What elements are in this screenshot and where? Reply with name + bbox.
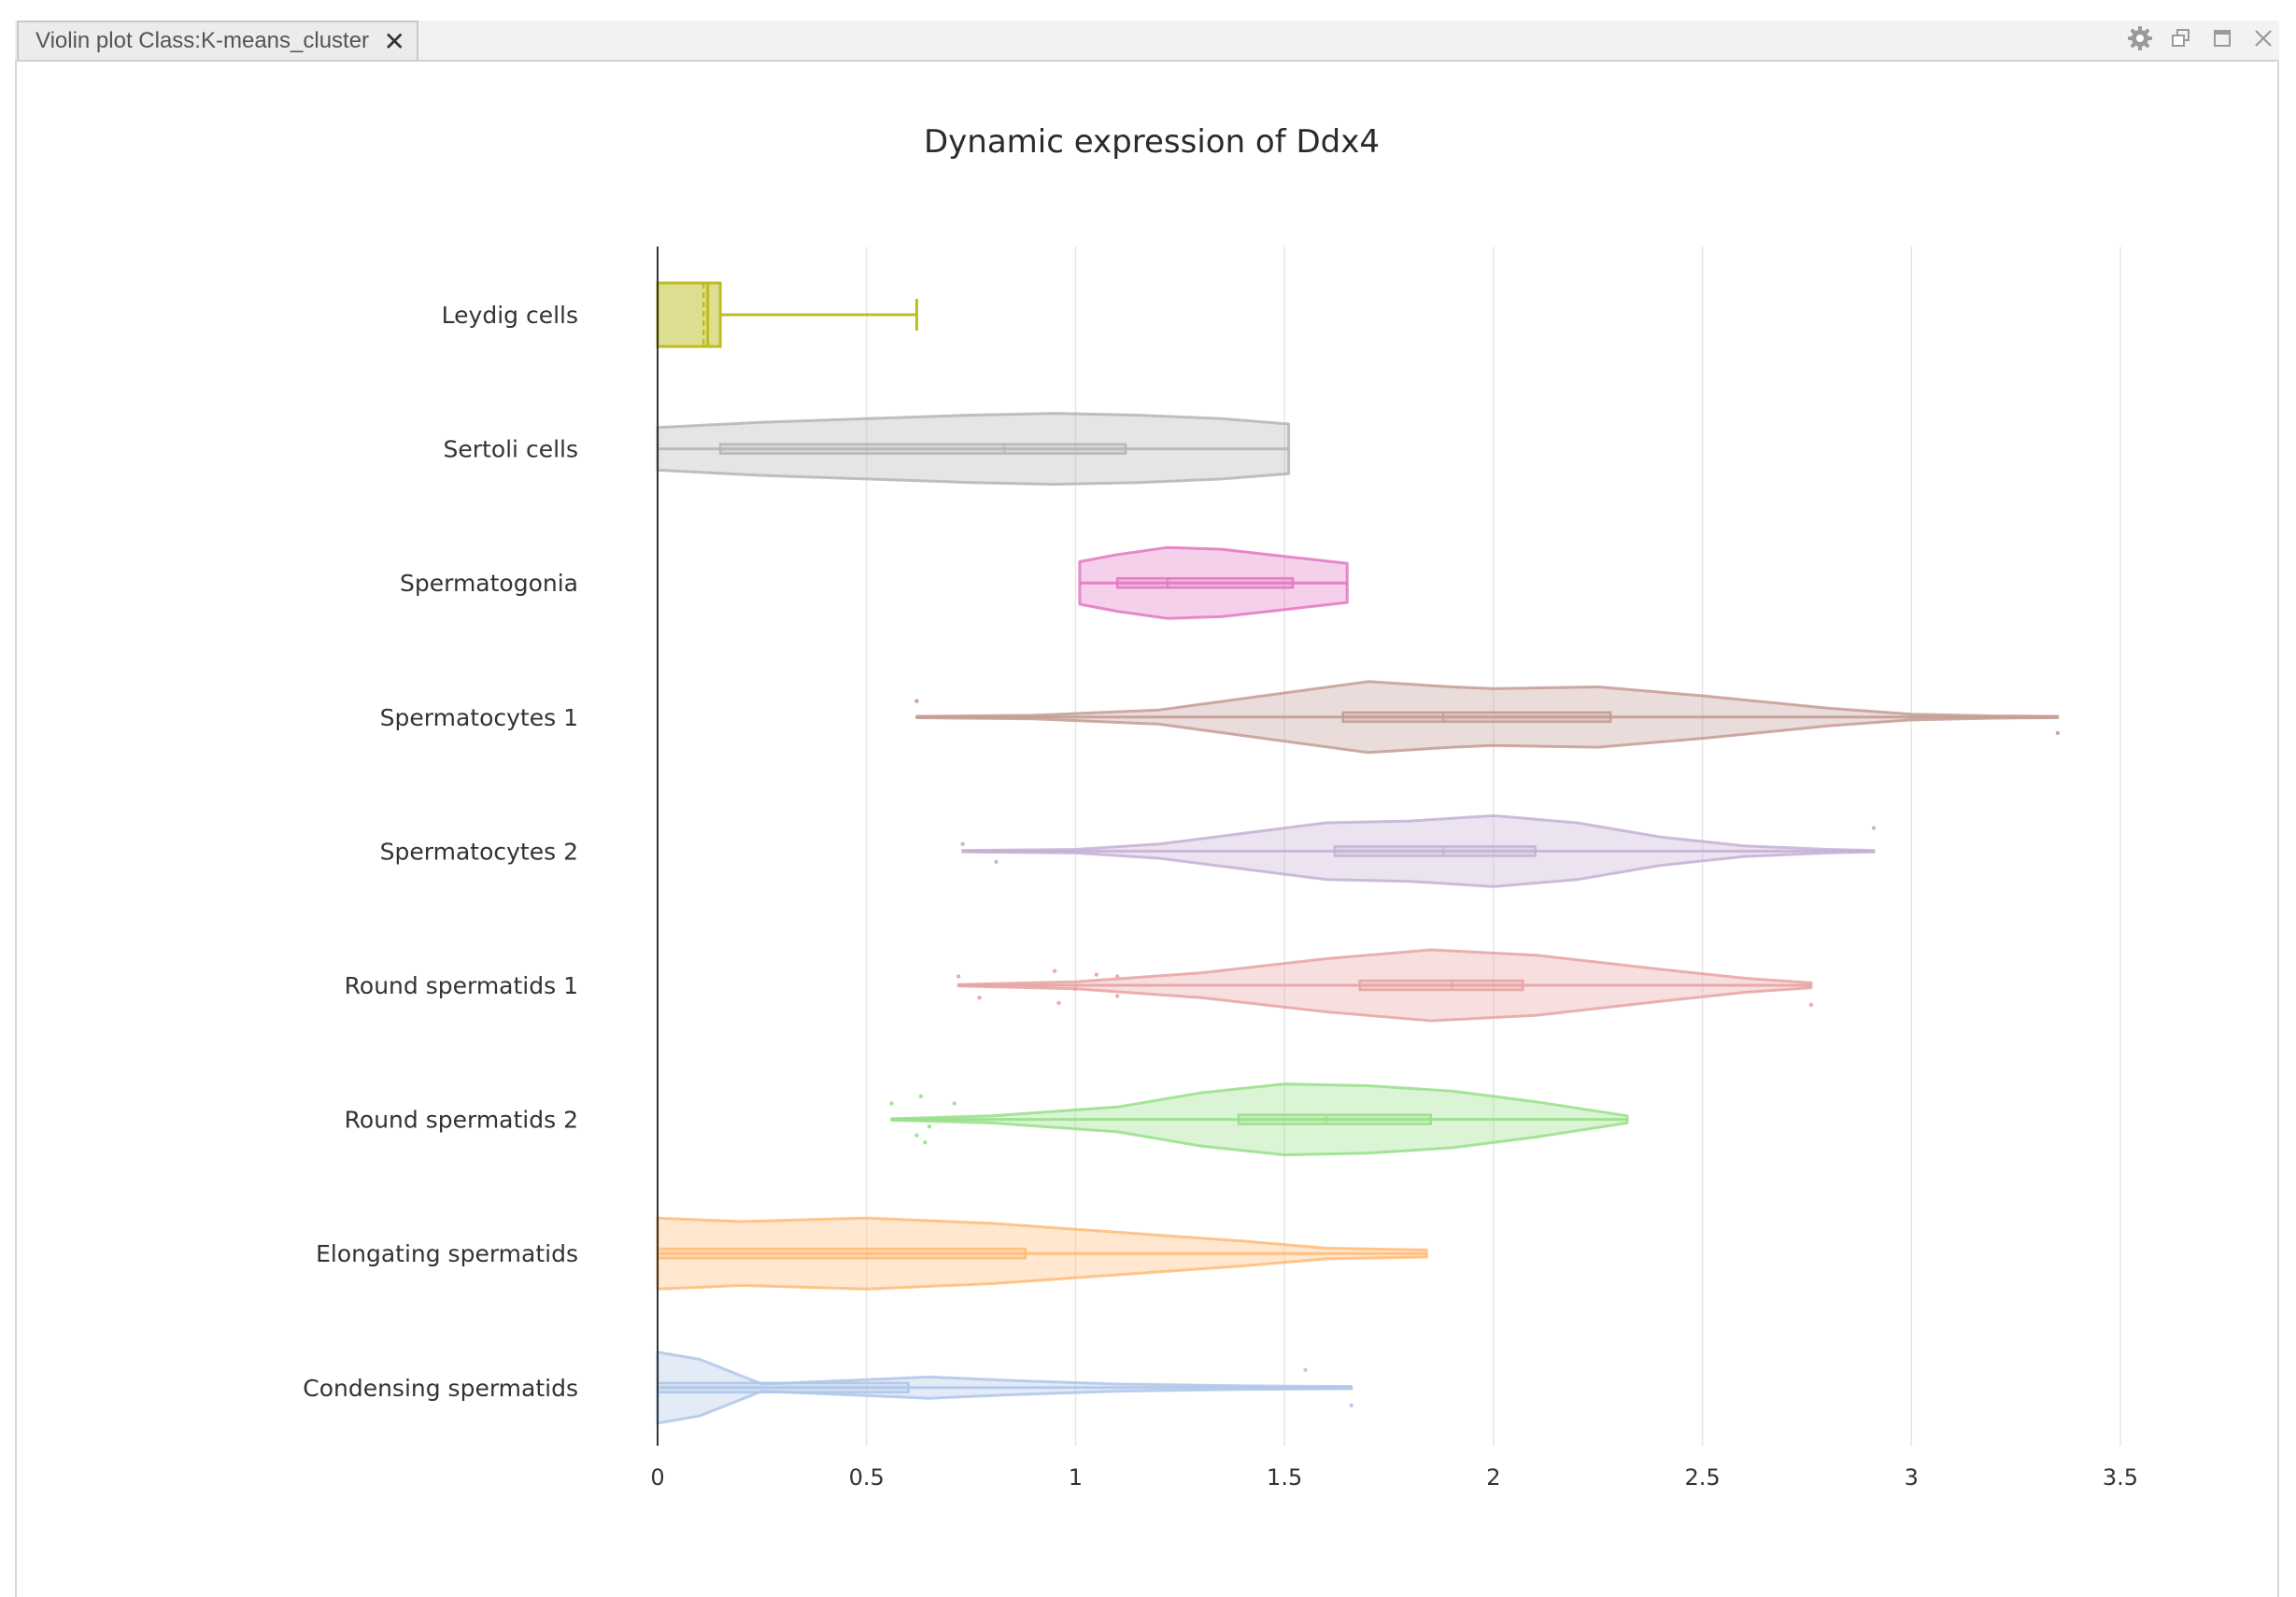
restore-icon[interactable]	[2167, 24, 2195, 52]
box	[656, 281, 722, 348]
violins	[656, 281, 2061, 1425]
outlier-point	[923, 1140, 928, 1145]
box	[1341, 711, 1612, 724]
box	[1115, 576, 1295, 589]
outlier-point	[918, 1094, 924, 1099]
outlier-point	[1303, 1367, 1308, 1373]
gear-icon[interactable]	[2126, 24, 2154, 52]
x-tick-label: 2	[1486, 1464, 1500, 1491]
chart-title: Dynamic expression of Ddx4	[924, 123, 1380, 161]
x-tick-label: 0	[650, 1464, 664, 1491]
maximize-icon[interactable]	[2208, 24, 2236, 52]
violin-spermatocytes-2[interactable]	[960, 813, 1877, 888]
tab-label: Violin plot Class:K-means_cluster	[35, 28, 370, 53]
outlier-point	[1114, 994, 1120, 998]
outlier-point	[1349, 1403, 1354, 1408]
outlier-point	[960, 841, 965, 846]
violin-sertoli-cells[interactable]	[656, 412, 1291, 487]
box	[1333, 845, 1537, 857]
outlier-point	[1094, 972, 1099, 977]
y-category-label: Spermatogonia	[400, 570, 578, 597]
outlier-point	[1871, 826, 1877, 830]
x-tick-label: 3.5	[2103, 1464, 2138, 1491]
box	[718, 443, 1127, 455]
outlier-point	[1808, 1002, 1814, 1008]
y-category-label: Elongating spermatids	[316, 1240, 578, 1267]
x-tick-label: 2.5	[1684, 1464, 1720, 1491]
violin-spermatogonia[interactable]	[1078, 545, 1349, 620]
y-category-label: Leydig cells	[442, 302, 578, 329]
outlier-point	[1052, 968, 1057, 974]
box	[656, 1247, 1027, 1260]
y-category-label: Round spermatids 2	[345, 1107, 578, 1134]
outlier-point	[977, 996, 982, 1000]
y-category-label: Round spermatids 1	[345, 972, 578, 999]
outlier-point	[889, 1101, 894, 1106]
box	[1358, 979, 1524, 992]
violin-condensing-spermatids[interactable]	[656, 1350, 1354, 1425]
outlier-point	[2055, 730, 2061, 736]
box	[656, 1381, 910, 1394]
outlier-point	[914, 699, 919, 703]
box	[1237, 1113, 1432, 1125]
x-tick-label: 3	[1905, 1464, 1919, 1491]
outlier-point	[1114, 974, 1120, 979]
outlier-point	[956, 974, 961, 979]
violin-elongating-spermatids[interactable]	[656, 1216, 1428, 1291]
outlier-point	[952, 1101, 957, 1106]
tab-bar: Violin plot Class:K-means_cluster ✕	[0, 0, 2296, 62]
outlier-point	[994, 859, 999, 864]
outlier-point	[927, 1124, 932, 1129]
violin-leydig-cells[interactable]	[656, 281, 918, 348]
x-tick-label: 0.5	[849, 1464, 885, 1491]
x-tick-label: 1	[1069, 1464, 1083, 1491]
x-tick-label: 1.5	[1267, 1464, 1302, 1491]
chart-panel	[15, 60, 2279, 1597]
violin-round-spermatids-2[interactable]	[889, 1082, 1629, 1157]
y-category-label: Spermatocytes 2	[380, 838, 578, 865]
outlier-point	[1073, 986, 1078, 992]
outlier-point	[914, 1133, 919, 1138]
outlier-point	[1056, 1000, 1061, 1006]
gridlines	[865, 247, 2121, 1446]
y-category-label: Condensing spermatids	[303, 1375, 578, 1402]
window-controls	[2126, 24, 2277, 52]
violin-spermatocytes-1[interactable]	[914, 680, 2061, 755]
tab-violin-plot[interactable]: Violin plot Class:K-means_cluster ✕	[17, 21, 418, 60]
close-icon[interactable]	[2249, 24, 2277, 52]
y-category-label: Spermatocytes 1	[380, 704, 578, 731]
violin-round-spermatids-1[interactable]	[956, 948, 1814, 1023]
axes: 0 0.5 1 1.5 2 2.5 3 3.5 Leydig cells Sertoli cell…	[303, 247, 2138, 1491]
y-category-label: Sertoli cells	[443, 436, 578, 463]
tab-close-icon[interactable]: ✕	[383, 27, 405, 56]
